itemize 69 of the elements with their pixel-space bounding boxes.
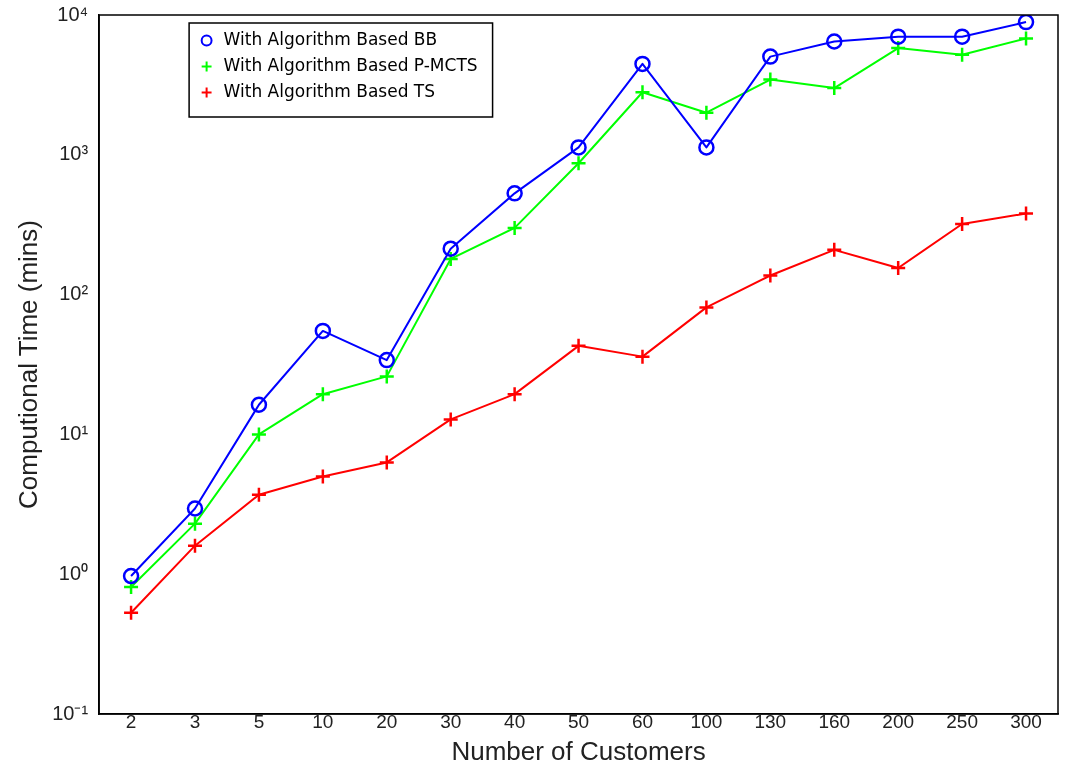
point <box>826 33 843 50</box>
legend-label: With Algorithm Based TS <box>223 80 436 101</box>
y-axis-title: Computional Time (mins) <box>12 220 43 509</box>
point <box>762 71 779 88</box>
point <box>889 28 907 45</box>
y-tick-label: 10³ <box>59 142 89 165</box>
point <box>186 500 204 517</box>
x-tick-label: 30 <box>440 710 462 732</box>
x-tick-label: 2 <box>125 710 137 732</box>
point <box>826 241 843 259</box>
y-tick-label: 10⁰ <box>58 561 89 584</box>
y-tick-label: 10¹ <box>59 421 89 444</box>
x-tick-label: 20 <box>376 710 398 732</box>
point <box>953 46 971 63</box>
point <box>570 139 587 156</box>
point <box>250 396 268 413</box>
point <box>250 486 268 504</box>
legend-label: With Algorithm Based BB <box>223 28 438 49</box>
point <box>762 48 779 65</box>
point <box>698 139 715 156</box>
point <box>122 578 140 596</box>
point <box>122 567 140 585</box>
point <box>1017 15 1035 31</box>
point <box>314 468 332 485</box>
point <box>378 454 396 471</box>
point <box>634 84 651 101</box>
x-tick-label: 160 <box>818 710 851 732</box>
point <box>889 259 907 277</box>
point <box>442 240 459 257</box>
x-tick-label: 10 <box>312 710 334 732</box>
point <box>953 215 971 233</box>
point <box>378 351 396 369</box>
point <box>634 55 651 73</box>
x-tick-label: 200 <box>882 710 915 732</box>
x-tick-label: 60 <box>631 710 654 732</box>
legend-label: With Algorithm Based P-MCTS <box>223 54 478 75</box>
point <box>570 337 587 355</box>
point <box>698 104 715 121</box>
point <box>570 155 587 172</box>
y-tick-label: 10² <box>59 282 89 305</box>
point <box>826 79 843 97</box>
point <box>314 322 332 340</box>
point <box>1017 30 1035 47</box>
y-tick-label: 10⁴ <box>57 2 89 25</box>
x-tick-label: 100 <box>690 710 723 732</box>
y-tick-label: 10⁻¹ <box>52 701 89 724</box>
point <box>186 537 204 554</box>
x-tick-label: 3 <box>189 710 201 732</box>
x-axis-title: Number of Customers <box>451 735 706 766</box>
point <box>378 368 396 385</box>
x-tick-label: 40 <box>504 710 526 732</box>
point <box>953 28 971 45</box>
x-tick-label: 50 <box>567 710 590 732</box>
x-tick-label: 300 <box>1010 710 1042 732</box>
point <box>442 411 459 428</box>
point <box>698 299 715 316</box>
point <box>250 426 268 443</box>
point <box>122 604 140 621</box>
point <box>634 348 651 365</box>
point <box>1017 205 1035 222</box>
x-tick-label: 5 <box>253 710 265 732</box>
x-tick-label: 130 <box>754 710 787 732</box>
x-tick-label: 250 <box>946 710 978 732</box>
point <box>506 219 523 237</box>
point <box>186 515 204 532</box>
point <box>506 385 523 403</box>
point <box>762 267 779 284</box>
point <box>314 385 332 403</box>
point <box>506 185 523 202</box>
